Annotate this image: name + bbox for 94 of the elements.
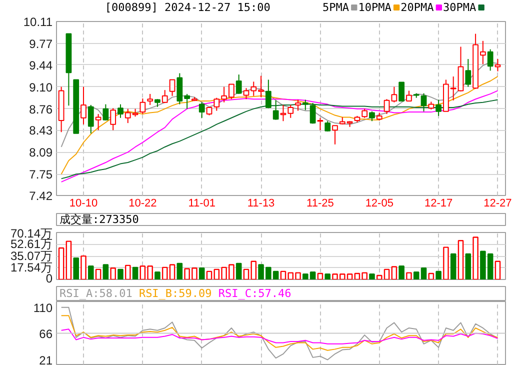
candlestick: [362, 108, 368, 118]
bar: [95, 268, 102, 280]
candlestick: [102, 104, 109, 121]
legend-label: 20PMA: [400, 1, 434, 14]
bar: [398, 266, 404, 280]
y-tick-label: 7.75: [29, 168, 53, 182]
candlestick: [494, 58, 501, 72]
y-tick-label: 9.44: [29, 58, 53, 72]
y-tick-label: 8.43: [29, 124, 53, 138]
line-series: [60, 306, 498, 360]
bar: [406, 272, 412, 280]
candlestick: [118, 104, 124, 118]
candlestick: [317, 117, 324, 131]
y-tick-label: 110: [33, 300, 53, 315]
x-tick-label: 10-10: [69, 198, 98, 210]
chart-title: 成交量:273350: [60, 213, 139, 226]
legend-label: 5PMA: [322, 1, 350, 14]
candlestick: [95, 114, 102, 131]
bar: [206, 270, 212, 280]
bar: [428, 272, 434, 280]
bar: [154, 272, 160, 280]
candlestick: [295, 99, 301, 112]
x-tick-label: 12-05: [365, 198, 394, 210]
y-tick-label: 9.10: [29, 80, 53, 94]
chart-title: [000899] 2024-12-27 15:00: [104, 1, 270, 14]
bar: [369, 274, 375, 280]
candlestick: [147, 93, 154, 106]
y-tick-label: 21: [39, 353, 53, 365]
bar: [324, 274, 330, 280]
bar: [118, 268, 124, 280]
bar: [236, 262, 242, 280]
candlestick: [487, 48, 494, 72]
x-tick-label: 11-01: [188, 198, 216, 210]
y-tick-label: 8.09: [29, 146, 53, 160]
candlestick: [80, 86, 86, 125]
legend-label: 30PMA: [443, 1, 477, 14]
y-tick-label: 7.42: [29, 189, 53, 203]
bar: [132, 266, 138, 280]
bar: [176, 262, 183, 280]
bar: [391, 266, 398, 280]
candlestick: [272, 100, 279, 120]
y-tick-label: 9.77: [29, 36, 53, 51]
x-tick-label: 10-22: [128, 198, 157, 210]
candlestick: [162, 90, 168, 104]
bar: [317, 272, 324, 280]
bar: [472, 236, 478, 280]
y-tick-label: 10.11: [23, 15, 53, 29]
y-tick-label: 35.07万: [10, 249, 52, 263]
candlestick: [236, 74, 242, 94]
y-tick-label: 8.76: [29, 102, 53, 116]
candlestick: [169, 79, 176, 96]
legend-label: 10PMA: [358, 1, 392, 14]
line-series: [60, 315, 498, 351]
bar: [443, 246, 449, 280]
bar: [102, 264, 109, 280]
text: RSI_C:57.46: [218, 287, 292, 300]
candlestick: [302, 99, 308, 111]
candlestick: [198, 102, 205, 118]
candlestick: [420, 92, 427, 112]
y-tick-label: 66: [39, 326, 53, 341]
candlestick: [110, 108, 116, 131]
bar: [198, 268, 205, 280]
bar: [58, 247, 64, 280]
bar: [110, 268, 116, 280]
bar: [436, 270, 442, 280]
candlestick: [369, 110, 375, 122]
x-tick-label: 11-13: [247, 198, 275, 210]
line-series: [60, 328, 498, 344]
candlestick: [310, 102, 316, 124]
bar: [458, 240, 464, 280]
candlestick: [332, 125, 338, 145]
bar: [124, 264, 131, 280]
candlestick: [465, 58, 472, 88]
line-series: [60, 76, 498, 175]
bar: [450, 253, 456, 280]
candlestick: [406, 90, 412, 102]
candlestick: [436, 99, 442, 116]
bar: [88, 266, 94, 280]
x-tick-label: 12-17: [424, 198, 453, 210]
x-tick-label: 12-27: [484, 198, 512, 210]
text: RSI_B:59.09: [138, 287, 212, 300]
candlestick: [140, 98, 146, 114]
candlestick: [265, 79, 272, 109]
bar: [465, 253, 472, 280]
series-label: RSI_A:58.01: [60, 287, 132, 300]
x-tick-label: 11-25: [306, 198, 334, 210]
candlestick: [88, 104, 94, 134]
bar: [494, 260, 501, 280]
candlestick: [324, 120, 331, 132]
y-tick-label: 70.14万: [10, 226, 52, 240]
bar: [73, 257, 79, 280]
candlestick: [398, 82, 405, 102]
bar: [80, 255, 86, 280]
bar: [66, 240, 72, 280]
